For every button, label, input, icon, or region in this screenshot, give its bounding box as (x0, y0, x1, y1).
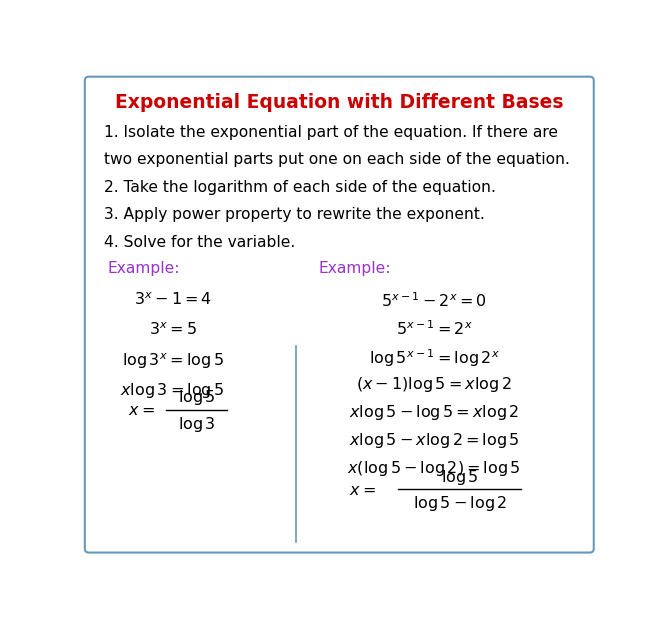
Text: Exponential Equation with Different Bases: Exponential Equation with Different Base… (115, 93, 563, 112)
Text: Example:: Example: (107, 261, 180, 276)
Text: 1. Isolate the exponential part of the equation. If there are: 1. Isolate the exponential part of the e… (105, 125, 558, 140)
Text: $\log 5 - \log 2$: $\log 5 - \log 2$ (412, 495, 507, 513)
Text: $x(\log 5 - \log 2) = \log 5$: $x(\log 5 - \log 2) = \log 5$ (348, 459, 521, 477)
Text: $x =$: $x =$ (128, 404, 155, 418)
Text: $3^x = 5$: $3^x = 5$ (149, 321, 197, 338)
Text: 2. Take the logarithm of each side of the equation.: 2. Take the logarithm of each side of th… (105, 180, 496, 195)
Text: 3. Apply power property to rewrite the exponent.: 3. Apply power property to rewrite the e… (105, 207, 485, 222)
Text: $\log 5^{x-1} = \log 2^x$: $\log 5^{x-1} = \log 2^x$ (369, 347, 500, 369)
Text: $3^x - 1 = 4$: $3^x - 1 = 4$ (134, 292, 212, 308)
Text: $\log 3$: $\log 3$ (178, 414, 216, 434)
Text: 4. Solve for the variable.: 4. Solve for the variable. (105, 234, 295, 249)
Text: $x =$: $x =$ (348, 484, 375, 498)
Text: $x\log 3 = \log 5$: $x\log 3 = \log 5$ (120, 381, 225, 400)
Text: $x\log 5 - \log 5 = x\log 2$: $x\log 5 - \log 5 = x\log 2$ (349, 403, 520, 422)
Text: two exponential parts put one on each side of the equation.: two exponential parts put one on each si… (105, 153, 570, 168)
Text: $x\log 5 - x\log 2 = \log 5$: $x\log 5 - x\log 2 = \log 5$ (349, 430, 520, 450)
Text: $(x - 1)\log 5 = x\log 2$: $(x - 1)\log 5 = x\log 2$ (356, 375, 512, 394)
FancyBboxPatch shape (85, 77, 594, 553)
Text: Example:: Example: (319, 261, 391, 276)
Text: $5^{x-1} - 2^x = 0$: $5^{x-1} - 2^x = 0$ (381, 292, 487, 310)
Text: $\log 5$: $\log 5$ (441, 468, 479, 487)
Text: $\log 5$: $\log 5$ (178, 388, 216, 407)
Text: $5^{x-1} = 2^x$: $5^{x-1} = 2^x$ (396, 320, 473, 338)
Text: $\log 3^x = \log 5$: $\log 3^x = \log 5$ (122, 351, 224, 371)
